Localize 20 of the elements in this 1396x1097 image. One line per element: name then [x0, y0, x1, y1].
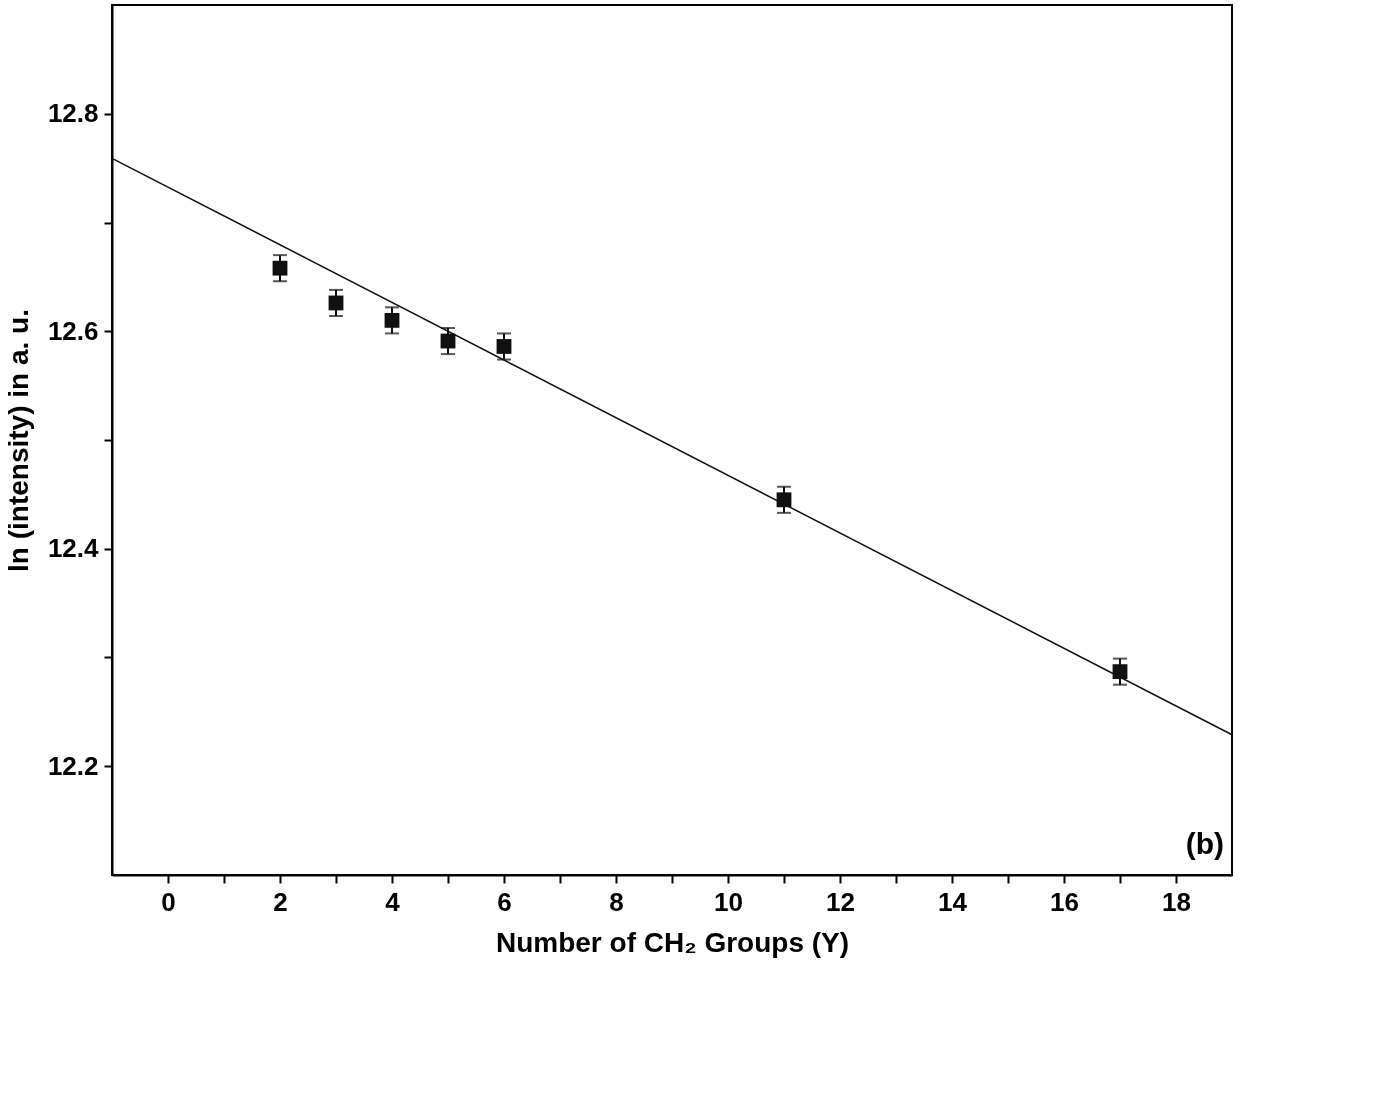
point — [496, 339, 512, 354]
y-axis-title: ln (intensity) in a. u. — [2, 309, 34, 572]
y-tick-label: 12.4 — [47, 533, 100, 564]
y-tick-label: 12.8 — [47, 98, 99, 129]
x-tick-label: 18 — [1162, 886, 1191, 917]
x-tick-label: 2 — [273, 886, 288, 917]
x-tick-label: 16 — [1050, 886, 1079, 917]
x-tick-label: 6 — [497, 886, 512, 917]
x-tick-label: 10 — [714, 886, 743, 917]
x-tick-label: 12 — [826, 886, 855, 917]
y-tick-label: 12.6 — [47, 315, 99, 346]
annotation: (b) — [1185, 827, 1224, 860]
y-tick-label: 12.2 — [47, 750, 99, 781]
point — [384, 312, 400, 328]
x-tick-label: 8 — [609, 886, 624, 917]
x-tick-label: 14 — [938, 886, 968, 917]
point — [272, 260, 288, 276]
x-axis-title: Number of CH₂ Groups (Y) — [495, 926, 850, 958]
x-tick-label: 0 — [161, 886, 176, 917]
x-tick-label: 4 — [385, 886, 401, 917]
